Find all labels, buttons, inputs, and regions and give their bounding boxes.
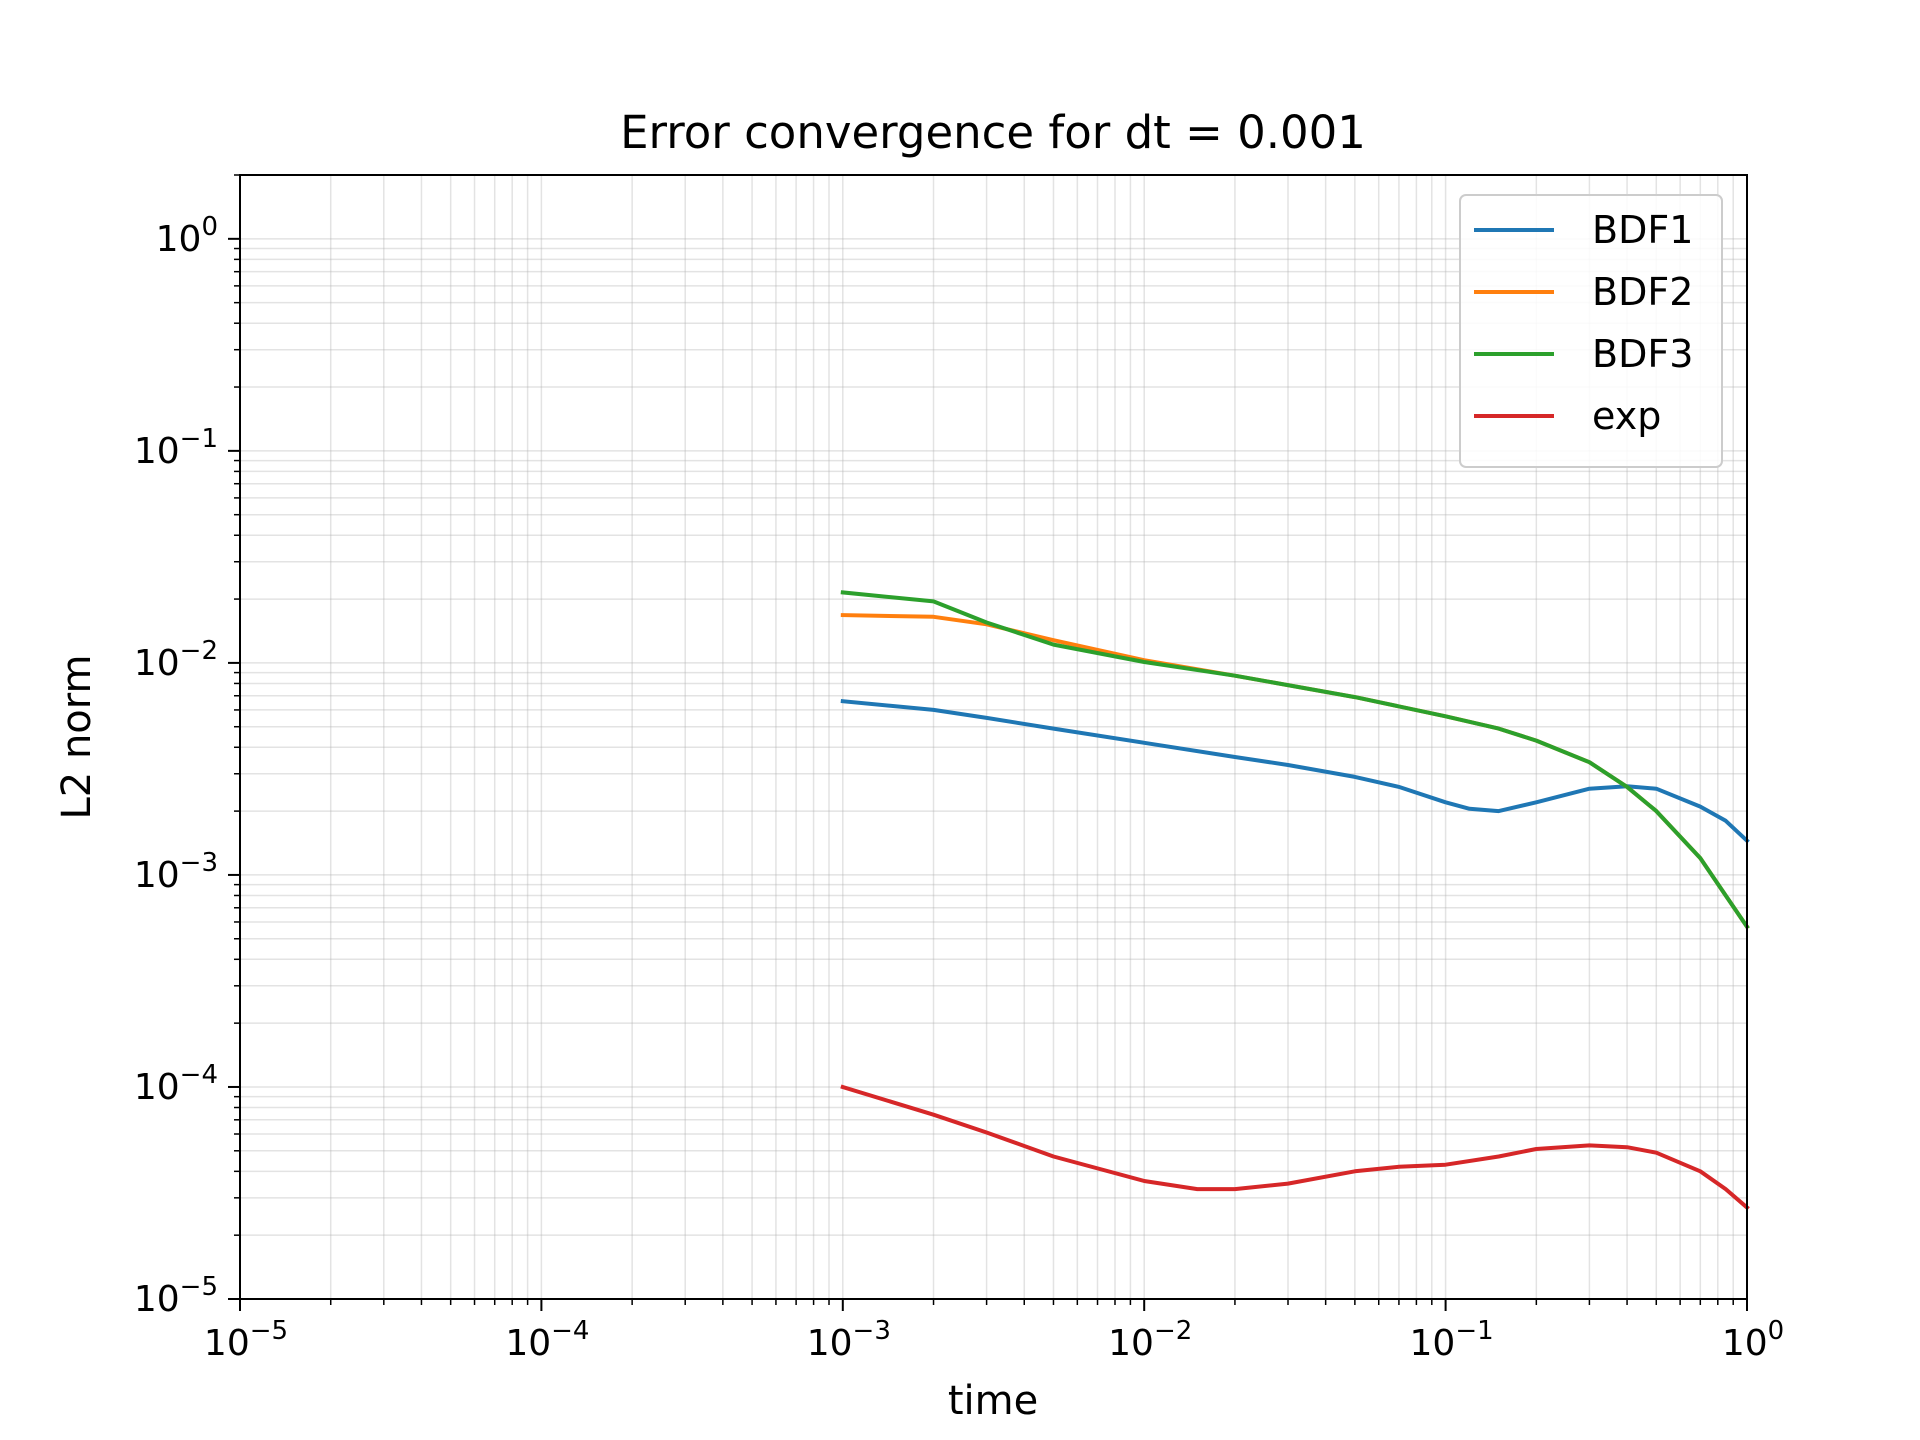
legend-label-bdf1: BDF1: [1592, 208, 1693, 252]
series-line-exp: [840, 1084, 1750, 1211]
y-tick-label: 10−5: [134, 1272, 218, 1320]
y-tick-label: 10−3: [134, 848, 218, 896]
series-line-bdf1: [840, 699, 1750, 844]
x-tick-label: 10−2: [1108, 1316, 1192, 1364]
legend-label-bdf2: BDF2: [1592, 270, 1693, 314]
y-tick-label: 10−1: [134, 424, 218, 472]
series-lines: [840, 590, 1750, 1211]
x-tick-label: 10−1: [1410, 1316, 1494, 1364]
x-axis-label: time: [948, 1378, 1038, 1424]
chart-title: Error convergence for dt = 0.001: [620, 106, 1366, 159]
axis-ticks: 10−5 10−4 10−3 10−2 10−1 100 10−5 10−4 10−3 10−2 1…: [134, 174, 1784, 1364]
legend-box: [1459, 194, 1723, 468]
y-tick-label: 100: [156, 212, 218, 260]
plot-frame: [239, 174, 1748, 1300]
x-tick-label: 10−5: [204, 1316, 288, 1364]
x-tick-label: 100: [1722, 1316, 1784, 1364]
legend: BDF1 BDF2 BDF3 exp: [1459, 194, 1723, 468]
series-line-bdf3: [840, 590, 1750, 930]
x-tick-label: 10−3: [807, 1316, 891, 1364]
x-tick-label: 10−4: [505, 1316, 589, 1364]
legend-label-bdf3: BDF3: [1592, 332, 1693, 376]
legend-label-exp: exp: [1592, 394, 1661, 438]
y-axis-label: L2 norm: [54, 655, 100, 820]
y-tick-label: 10−4: [134, 1060, 218, 1108]
y-tick-label: 10−2: [134, 636, 218, 684]
